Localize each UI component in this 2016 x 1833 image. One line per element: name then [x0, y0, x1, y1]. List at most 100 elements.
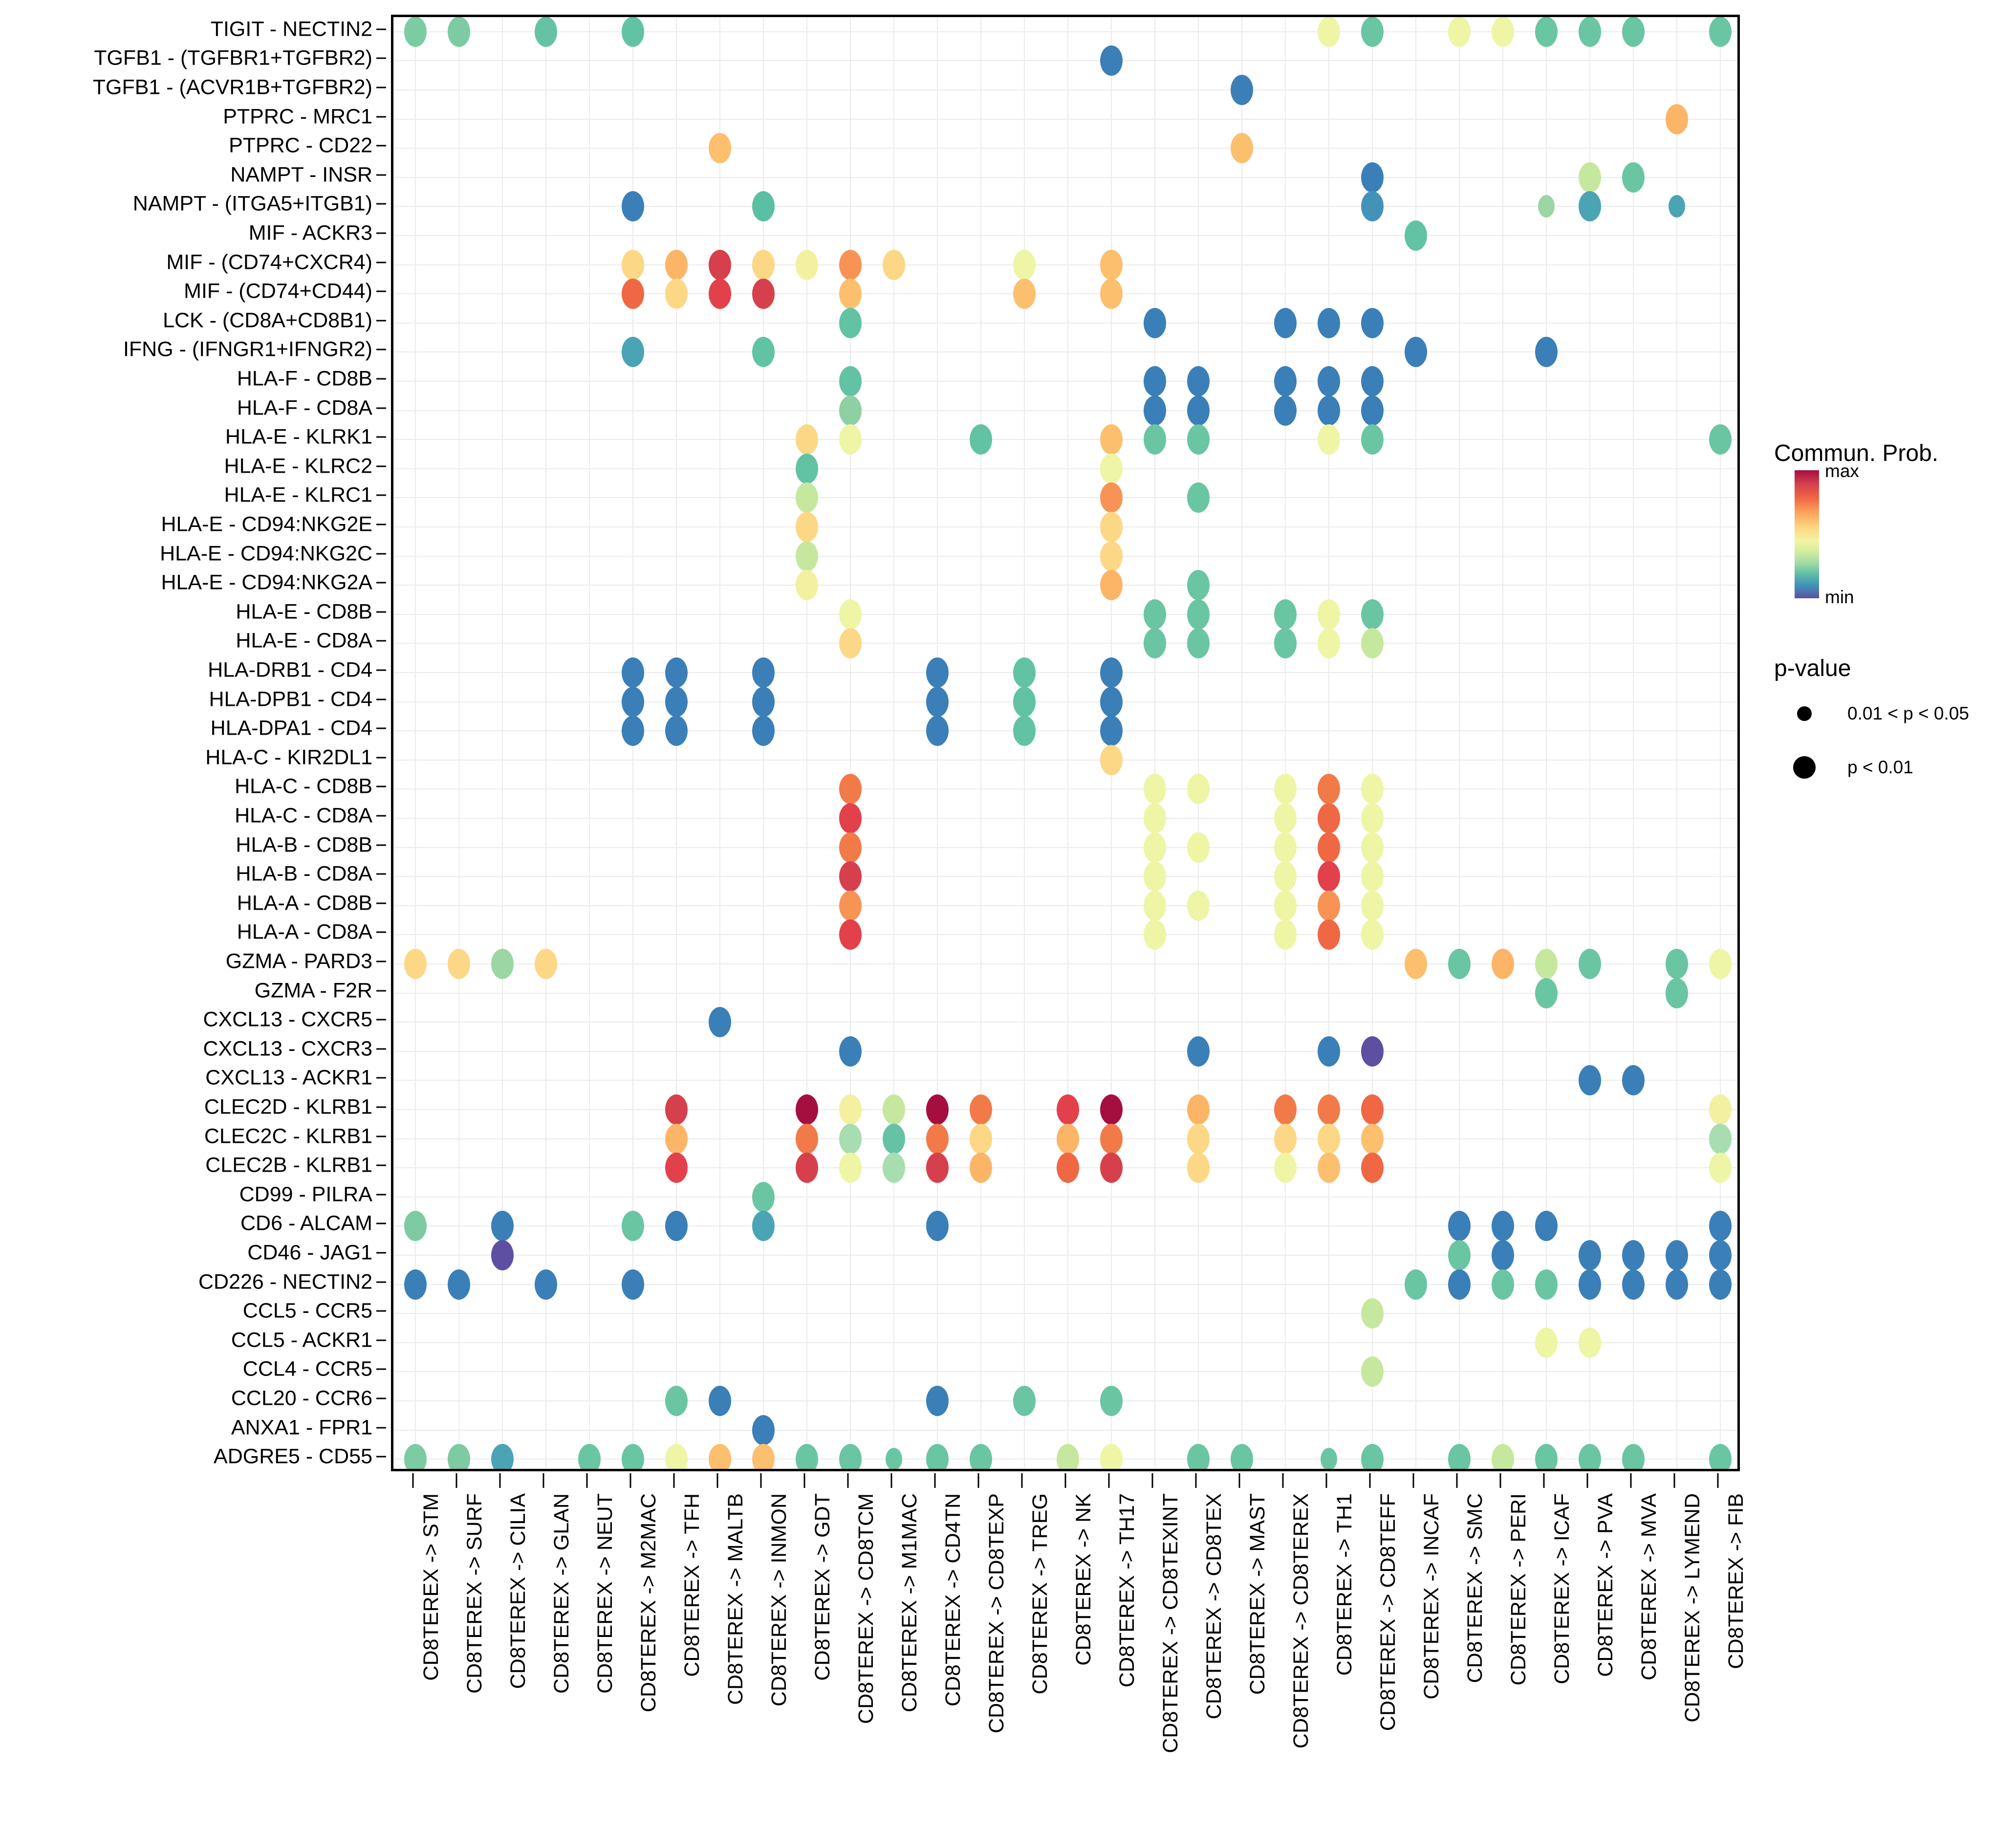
bubble-point [1492, 949, 1515, 979]
bubble-point [1361, 1444, 1384, 1469]
bubble-point [1492, 1211, 1515, 1242]
bubble-point [1361, 832, 1384, 863]
y-axis-tick-label: CLEC2B - KLRB1 [205, 1153, 372, 1177]
bubble-point [1187, 832, 1210, 863]
y-axis-tick-label: CD226 - NECTIN2 [198, 1270, 372, 1294]
bubble-point [665, 686, 688, 717]
gridline-horizontal [393, 847, 1737, 848]
gridline-vertical [1676, 17, 1678, 1469]
gridline-horizontal [393, 439, 1737, 440]
bubble-point [1013, 657, 1036, 688]
bubble-point [1361, 628, 1384, 659]
x-axis-tick-mark [673, 1473, 675, 1488]
bubble-point [1318, 366, 1341, 396]
bubble-point [1492, 17, 1515, 47]
y-axis-tick-label: HLA-F - CD8B [237, 367, 372, 391]
bubble-point [1579, 162, 1602, 193]
x-axis-tick-mark [1499, 1473, 1501, 1488]
bubble-point [1187, 482, 1210, 513]
bubble-point [926, 1123, 949, 1154]
bubble-point [795, 1094, 818, 1125]
gridline-horizontal [393, 672, 1737, 673]
x-axis-tick-mark [1151, 1473, 1153, 1488]
bubble-point [752, 1181, 775, 1212]
gridline-vertical [1154, 17, 1156, 1469]
bubble-point [1318, 861, 1341, 892]
bubble-point [708, 279, 731, 309]
bubble-point [1100, 744, 1123, 775]
x-axis-tick-label: CD8TEREX -> CD4TN [941, 1493, 965, 1707]
bubble-point [1274, 599, 1297, 630]
bubble-point [1100, 570, 1123, 601]
gridline-vertical [588, 17, 590, 1469]
y-axis-tick-mark [376, 28, 386, 30]
x-axis-tick-mark [716, 1473, 718, 1488]
gridline-horizontal [393, 1313, 1737, 1314]
gridline-vertical [980, 17, 981, 1469]
y-axis-tick-mark [376, 145, 386, 147]
x-axis-tick-label: CD8TEREX -> ICAF [1550, 1493, 1574, 1684]
bubble-point [839, 1094, 862, 1125]
bubble-point [1144, 599, 1167, 630]
bubble-point [839, 774, 862, 805]
gridline-vertical [1067, 17, 1068, 1469]
bubble-point [1361, 162, 1384, 193]
bubble-point [752, 1444, 775, 1469]
y-axis-tick-label: CLEC2C - KLRB1 [204, 1124, 372, 1148]
y-axis-tick-mark [376, 87, 386, 88]
x-axis-ticks [391, 1471, 1740, 1491]
bubble-point [839, 1444, 862, 1469]
bubble-point [1187, 628, 1210, 659]
bubble-point [1622, 1444, 1645, 1469]
y-axis-labels: TIGIT - NECTIN2 TGFB1 - (TGFBR1+TGFBR2) TG… [0, 0, 391, 1471]
colorbar-min-label: min [1825, 587, 1854, 607]
y-axis-tick-label: HLA-B - CD8A [236, 862, 372, 886]
bubble-point [1405, 220, 1428, 251]
x-axis-tick-label: CD8TEREX -> NK [1072, 1493, 1095, 1666]
bubble-point [752, 249, 775, 280]
x-axis-tick-mark [1195, 1473, 1197, 1488]
bubble-point [926, 1211, 949, 1242]
y-axis-tick-label: PTPRC - MRC1 [223, 105, 372, 129]
bubble-point [1579, 949, 1602, 979]
bubble-point [1622, 162, 1645, 193]
bubble-point [1187, 395, 1210, 426]
bubble-point [1709, 424, 1732, 455]
x-axis-tick-mark [1673, 1473, 1675, 1488]
bubble-point [1361, 1298, 1384, 1329]
bubble-point [1361, 861, 1384, 892]
x-axis-tick-label: CD8TEREX -> FIB [1724, 1493, 1748, 1669]
gridline-vertical [1415, 17, 1417, 1469]
y-axis-tick-mark [376, 873, 386, 875]
x-axis-tick-label: CD8TEREX -> CD8TEFF [1376, 1493, 1400, 1731]
x-axis-tick-label: CD8TEREX -> GLAN [549, 1493, 573, 1694]
x-axis-tick-label: CD8TEREX -> CD8TEXP [984, 1493, 1008, 1734]
y-axis-tick-label: HLA-DPA1 - CD4 [210, 716, 372, 740]
x-axis-tick-mark [847, 1473, 849, 1488]
y-axis-tick-mark [376, 582, 386, 584]
y-axis-tick-label: HLA-DPB1 - CD4 [209, 687, 372, 711]
y-axis-tick-label: CD99 - PILRA [239, 1182, 372, 1206]
x-axis-tick-label: CD8TEREX -> CD8TCM [854, 1493, 878, 1724]
bubble-point [1361, 774, 1384, 805]
bubble-point [1100, 512, 1123, 542]
bubble-point [926, 686, 949, 717]
bubble-point [621, 716, 644, 746]
bubble-point [1361, 191, 1384, 222]
bubble-point [795, 1153, 818, 1183]
bubble-point [1144, 628, 1167, 659]
gridline-vertical [458, 17, 459, 1469]
bubble-point [1709, 949, 1732, 979]
y-axis-tick-label: HLA-C - CD8B [235, 774, 372, 798]
bubble-point [1535, 1269, 1558, 1300]
bubble-point [1492, 1269, 1515, 1300]
bubble-point [1100, 45, 1123, 76]
bubble-point [491, 1211, 514, 1242]
gridline-horizontal [393, 701, 1737, 702]
bubble-point [1274, 803, 1297, 833]
y-axis-tick-label: ADGRE5 - CD55 [214, 1444, 372, 1468]
bubble-point [1187, 424, 1210, 455]
bubble-point [1144, 803, 1167, 833]
x-axis-tick-mark [1325, 1473, 1327, 1488]
gridline-horizontal [393, 526, 1737, 527]
